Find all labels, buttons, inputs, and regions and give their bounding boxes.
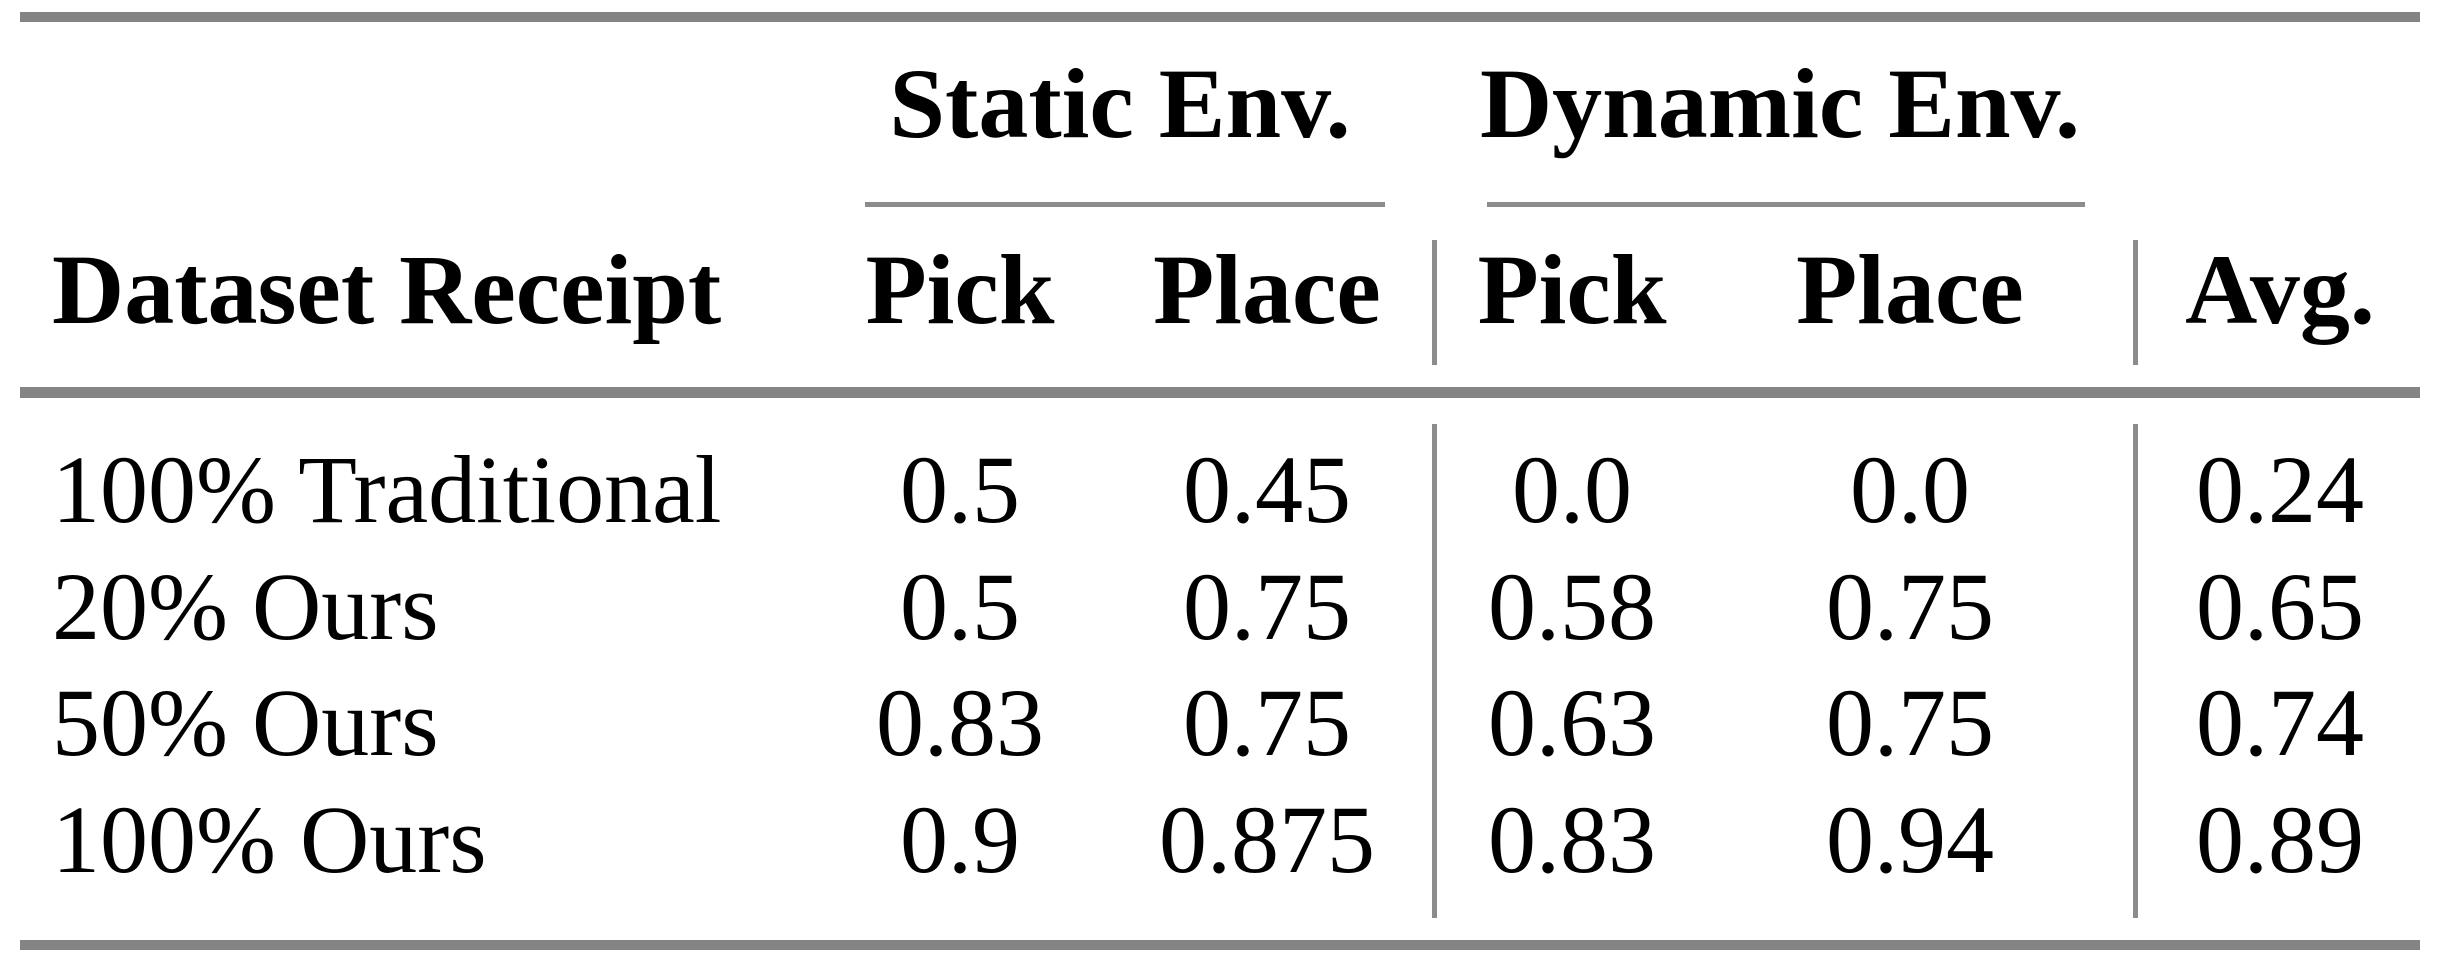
cell-static-place: 0.75 [1183,669,1351,776]
cell-static-pick: 0.5 [900,436,1020,543]
column-header-dynamic-pick: Pick [1477,234,1667,345]
cell-static-pick: 0.5 [900,553,1020,660]
cell-dynamic-pick: 0.58 [1488,553,1656,660]
vertical-rule-2-body [2133,424,2138,918]
top-rule [20,12,2420,22]
row-label: 20% Ours [52,553,439,660]
cell-static-pick: 0.83 [876,669,1044,776]
column-header-dataset-receipt: Dataset Receipt [52,234,722,345]
cell-dynamic-place: 0.0 [1850,436,1970,543]
column-header-avg: Avg. [2185,234,2375,345]
cell-static-place: 0.75 [1183,553,1351,660]
dynamic-env-cmidrule [1487,202,2085,207]
cell-dynamic-pick: 0.83 [1488,786,1656,893]
header-separator-rule [20,387,2420,398]
cell-avg: 0.89 [2196,786,2364,893]
cell-dynamic-place: 0.75 [1826,669,1994,776]
cell-static-place: 0.45 [1183,436,1351,543]
static-env-cmidrule [865,202,1385,207]
row-label: 100% Traditional [52,436,722,543]
cell-dynamic-pick: 0.63 [1488,669,1656,776]
bottom-rule [20,940,2420,950]
cell-avg: 0.65 [2196,553,2364,660]
vertical-rule-1-body [1432,424,1437,918]
column-header-static-place: Place [1153,234,1381,345]
cell-dynamic-place: 0.94 [1826,786,1994,893]
group-header-dynamic-env: Dynamic Env. [1479,48,2081,159]
cell-dynamic-place: 0.75 [1826,553,1994,660]
row-label: 100% Ours [52,786,487,893]
cell-avg: 0.74 [2196,669,2364,776]
row-label: 50% Ours [52,669,439,776]
group-header-static-env: Static Env. [889,48,1351,159]
vertical-rule-1-header [1432,240,1437,365]
cell-dynamic-pick: 0.0 [1512,436,1632,543]
cell-static-place: 0.875 [1159,786,1375,893]
cell-static-pick: 0.9 [900,786,1020,893]
column-header-dynamic-place: Place [1796,234,2024,345]
vertical-rule-2-header [2133,240,2138,365]
cell-avg: 0.24 [2196,436,2364,543]
column-header-static-pick: Pick [865,234,1055,345]
